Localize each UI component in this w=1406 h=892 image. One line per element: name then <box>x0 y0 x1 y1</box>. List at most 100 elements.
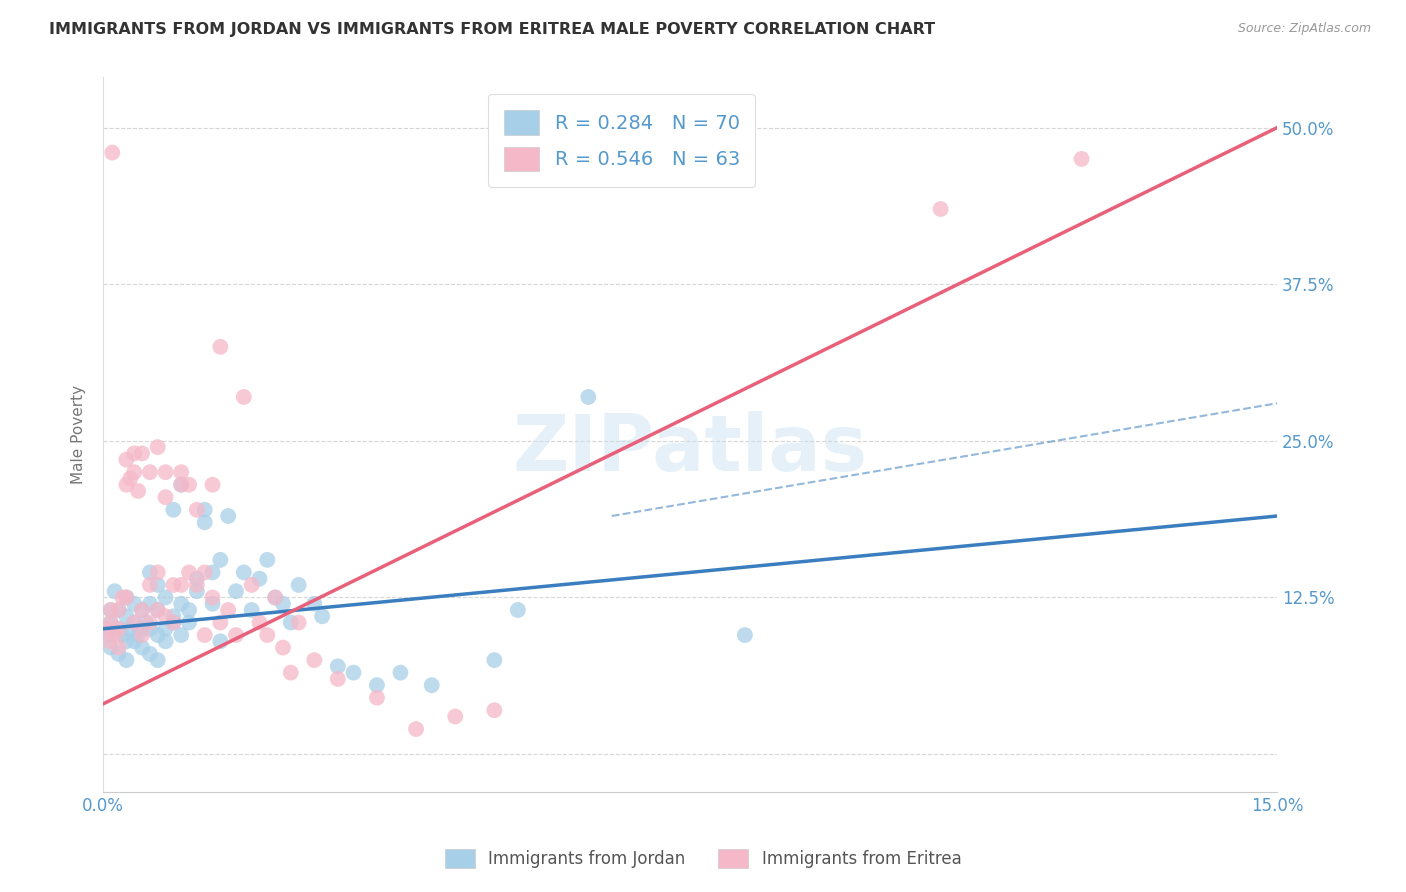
Point <box>249 615 271 630</box>
Point <box>131 603 153 617</box>
Point <box>186 572 208 586</box>
Point <box>405 722 427 736</box>
Point <box>170 477 193 491</box>
Point <box>100 640 122 655</box>
Point <box>131 622 153 636</box>
Point <box>342 665 364 680</box>
Point <box>122 634 145 648</box>
Point <box>420 678 443 692</box>
Point <box>280 615 302 630</box>
Point <box>240 603 263 617</box>
Point <box>146 653 169 667</box>
Text: IMMIGRANTS FROM JORDAN VS IMMIGRANTS FROM ERITREA MALE POVERTY CORRELATION CHART: IMMIGRANTS FROM JORDAN VS IMMIGRANTS FRO… <box>49 22 935 37</box>
Point <box>506 603 529 617</box>
Point <box>115 477 138 491</box>
Point <box>225 628 247 642</box>
Point <box>131 603 153 617</box>
Point <box>209 340 232 354</box>
Point <box>146 440 169 454</box>
Point <box>111 591 134 605</box>
Point <box>98 634 121 648</box>
Point <box>135 615 157 630</box>
Point <box>100 615 122 630</box>
Point <box>139 566 162 580</box>
Point <box>155 490 177 504</box>
Point <box>107 603 129 617</box>
Legend: R = 0.284   N = 70, R = 0.546   N = 63: R = 0.284 N = 70, R = 0.546 N = 63 <box>488 95 755 187</box>
Point <box>304 653 326 667</box>
Point <box>201 477 224 491</box>
Point <box>155 465 177 479</box>
Point <box>304 597 326 611</box>
Point <box>100 603 122 617</box>
Point <box>484 703 506 717</box>
Point <box>201 597 224 611</box>
Point <box>122 446 145 460</box>
Point <box>194 516 217 530</box>
Point <box>201 566 224 580</box>
Point <box>177 477 200 491</box>
Point <box>311 609 333 624</box>
Point <box>209 553 232 567</box>
Point <box>155 622 177 636</box>
Point <box>107 640 129 655</box>
Point <box>115 452 138 467</box>
Point <box>217 603 239 617</box>
Point <box>389 665 412 680</box>
Point <box>139 578 162 592</box>
Point <box>146 578 169 592</box>
Point <box>122 465 145 479</box>
Point <box>155 634 177 648</box>
Point <box>131 640 153 655</box>
Point <box>107 647 129 661</box>
Point <box>96 628 118 642</box>
Point <box>170 578 193 592</box>
Point <box>115 634 138 648</box>
Point <box>186 502 208 516</box>
Point <box>186 584 208 599</box>
Point <box>194 566 217 580</box>
Point <box>139 647 162 661</box>
Point <box>177 615 200 630</box>
Point <box>326 659 349 673</box>
Point <box>162 615 184 630</box>
Point <box>146 603 169 617</box>
Point <box>232 566 254 580</box>
Point <box>170 597 193 611</box>
Point <box>177 566 200 580</box>
Text: ZIPatlas: ZIPatlas <box>513 411 868 487</box>
Point <box>155 591 177 605</box>
Point <box>225 584 247 599</box>
Point <box>366 678 388 692</box>
Point <box>186 578 208 592</box>
Point <box>100 603 122 617</box>
Point <box>107 622 129 636</box>
Point <box>287 615 309 630</box>
Point <box>111 628 134 642</box>
Point <box>170 465 193 479</box>
Point <box>209 615 232 630</box>
Point <box>249 572 271 586</box>
Point <box>120 622 142 636</box>
Point <box>264 591 287 605</box>
Point <box>217 508 239 523</box>
Point <box>115 591 138 605</box>
Point <box>146 603 169 617</box>
Point <box>131 446 153 460</box>
Point <box>326 672 349 686</box>
Point <box>139 465 162 479</box>
Point <box>127 483 149 498</box>
Point <box>194 628 217 642</box>
Point <box>104 628 127 642</box>
Point <box>280 665 302 680</box>
Point <box>201 591 224 605</box>
Point <box>131 628 153 642</box>
Point <box>194 502 217 516</box>
Point <box>1070 152 1092 166</box>
Point <box>209 634 232 648</box>
Point <box>122 597 145 611</box>
Point <box>271 640 294 655</box>
Point <box>107 622 129 636</box>
Point <box>256 553 278 567</box>
Point <box>734 628 756 642</box>
